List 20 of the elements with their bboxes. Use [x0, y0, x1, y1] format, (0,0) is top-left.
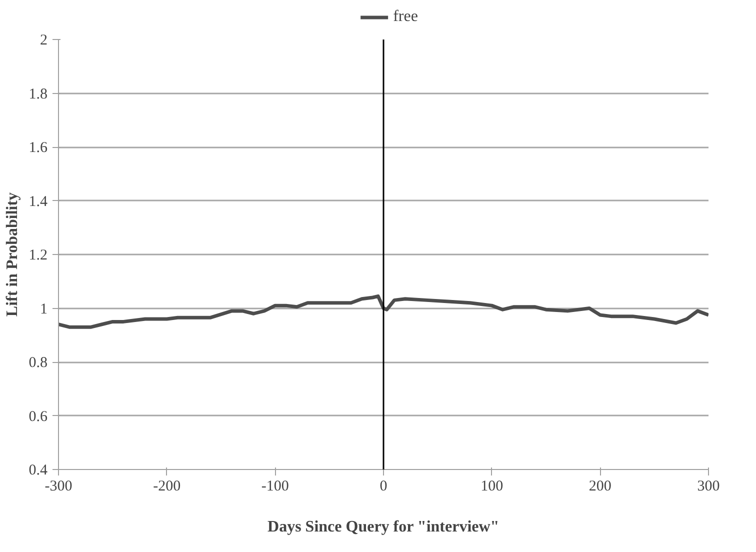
x-axis-title: Days Since Query for "interview": [268, 518, 500, 536]
x-tick-label: 100: [480, 478, 504, 494]
legend-label: free: [393, 8, 418, 26]
x-tick-label: 200: [588, 478, 612, 494]
y-tick-label: 1.8: [28, 86, 48, 102]
y-tick-label: 1.6: [28, 140, 48, 156]
x-tick-label: -300: [44, 478, 72, 494]
y-tick-label: 2: [40, 32, 48, 48]
x-tick-label: 0: [380, 478, 388, 494]
y-axis-title: Lift in Probability: [4, 192, 21, 317]
y-tick-label: 1.2: [28, 248, 48, 264]
x-tick-label: 300: [697, 478, 720, 494]
y-tick-label: 0.4: [28, 462, 48, 478]
y-tick-label: 0.6: [28, 408, 48, 425]
x-tick-label: -200: [153, 478, 181, 494]
y-tick-label: 0.8: [28, 355, 48, 371]
y-tick-label: 1: [40, 301, 48, 318]
y-tick-label: 1.4: [28, 194, 48, 210]
x-tick-label: -100: [261, 478, 289, 494]
line-series: [58, 294, 708, 329]
